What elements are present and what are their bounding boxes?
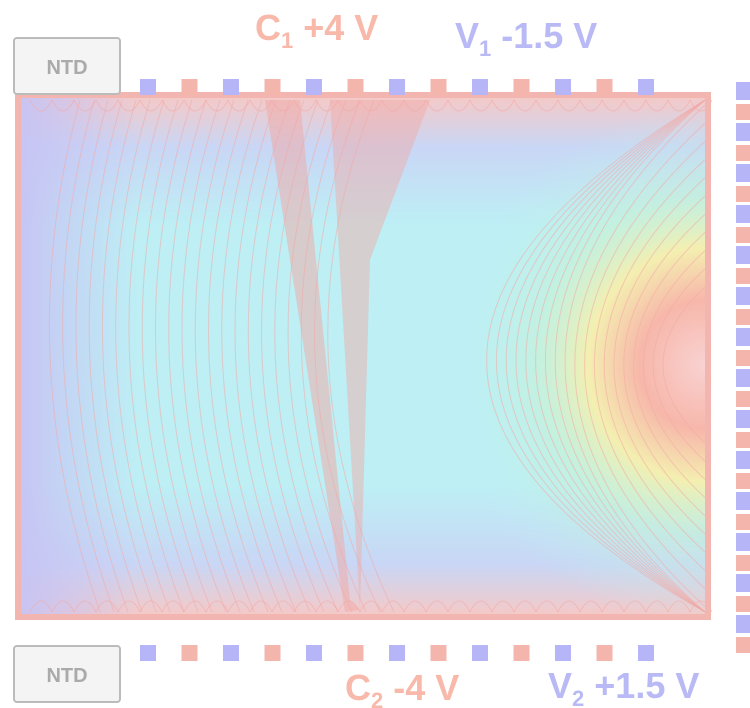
electrode	[638, 79, 654, 95]
electrode	[736, 514, 750, 530]
label-value: -4 V	[383, 667, 459, 708]
label-subscript: 2	[572, 686, 584, 708]
electrode	[736, 410, 750, 428]
electrode	[736, 287, 750, 305]
label-letter: C	[345, 667, 371, 708]
electrode	[638, 645, 654, 661]
voltage-label: V1 -1.5 V	[455, 15, 597, 61]
electrode	[736, 104, 750, 120]
electrode	[736, 615, 750, 633]
electrode	[736, 186, 750, 202]
electrode	[736, 492, 750, 510]
electrode	[736, 555, 750, 571]
electrode	[348, 79, 364, 95]
detector-diagram: NTD NTD C1 +4 V V1 -1.5 V C2 -4 V V2 +1.…	[0, 0, 750, 708]
electrode	[265, 79, 281, 95]
voltage-label: C2 -4 V	[345, 667, 459, 708]
electrode	[736, 205, 750, 223]
label-letter: V	[548, 665, 572, 706]
voltage-label: C1 +4 V	[255, 7, 378, 53]
electrode	[182, 79, 198, 95]
electrode	[736, 82, 750, 100]
electrode	[514, 79, 530, 95]
label-value: +1.5 V	[584, 665, 699, 706]
label-value: -1.5 V	[491, 15, 597, 56]
electrode	[736, 145, 750, 161]
electrode	[736, 451, 750, 469]
label-letter: V	[455, 15, 479, 56]
label-subscript: 1	[281, 28, 293, 53]
electrode	[555, 79, 571, 95]
label-subscript: 2	[371, 688, 383, 708]
electrode	[736, 596, 750, 612]
electrode	[223, 645, 239, 661]
electrode	[431, 645, 447, 661]
electrode	[736, 268, 750, 284]
electrode	[736, 328, 750, 346]
label-subscript: 1	[479, 36, 491, 61]
electrode	[736, 574, 750, 592]
electrode	[140, 645, 156, 661]
electrode	[182, 645, 198, 661]
electrode	[736, 473, 750, 489]
electrode	[472, 79, 488, 95]
electrode	[736, 391, 750, 407]
electrode	[736, 246, 750, 264]
electrode	[140, 79, 156, 95]
electrode	[736, 164, 750, 182]
electrode	[472, 645, 488, 661]
electrode	[736, 369, 750, 387]
electrode	[555, 645, 571, 661]
voltage-label: V2 +1.5 V	[548, 665, 699, 708]
label-letter: C	[255, 7, 281, 48]
ntd-label: NTD	[46, 57, 87, 79]
electrode	[736, 123, 750, 141]
ntd-label: NTD	[46, 665, 87, 687]
electrode	[389, 645, 405, 661]
electrode	[597, 645, 613, 661]
electrode	[223, 79, 239, 95]
electrode	[736, 533, 750, 551]
electrode	[306, 79, 322, 95]
electrode	[431, 79, 447, 95]
electrode	[736, 432, 750, 448]
electrode	[265, 645, 281, 661]
electrode	[736, 637, 750, 653]
electrode	[597, 79, 613, 95]
electrode	[389, 79, 405, 95]
electrode	[306, 645, 322, 661]
electrode	[514, 645, 530, 661]
electrode	[736, 309, 750, 325]
electrode	[736, 350, 750, 366]
electrode	[348, 645, 364, 661]
label-value: +4 V	[293, 7, 378, 48]
electrode	[736, 227, 750, 243]
